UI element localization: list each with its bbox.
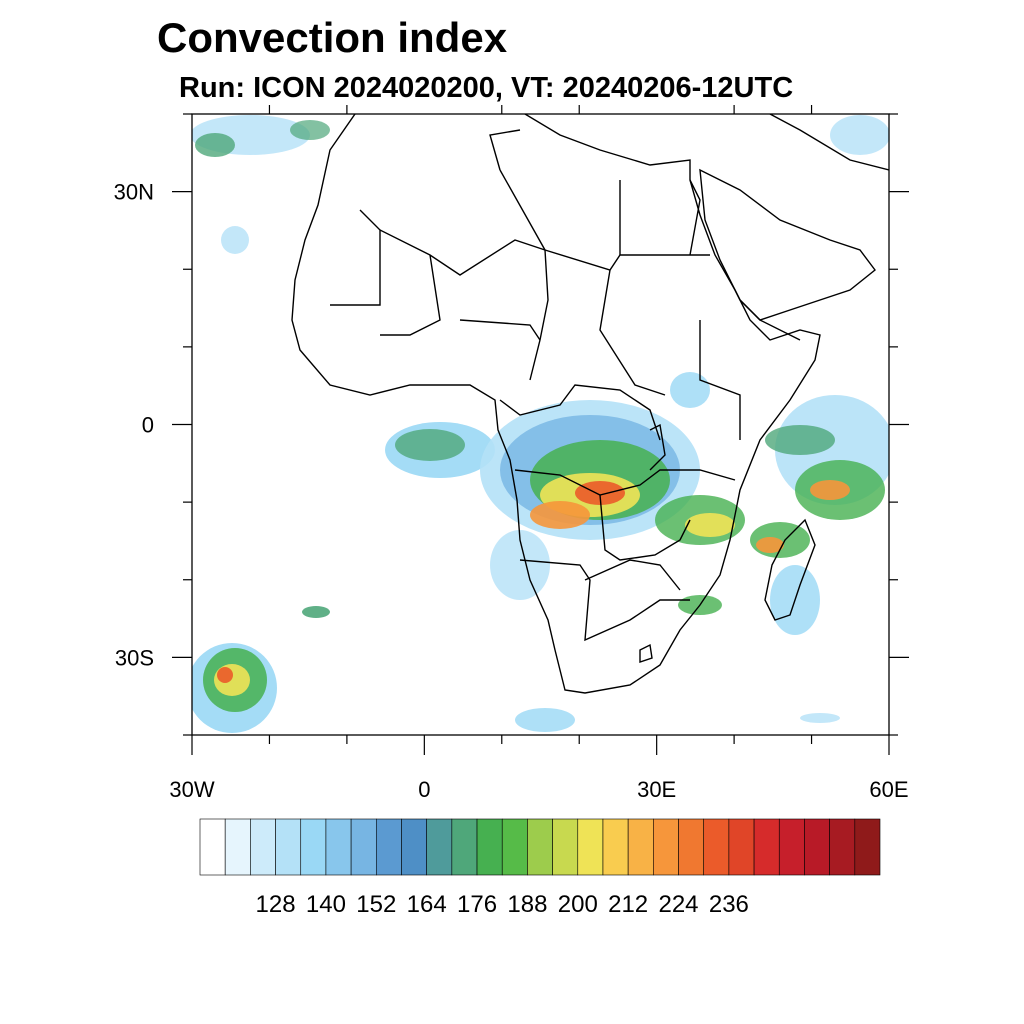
colorbar-swatch: [854, 818, 881, 876]
colorbar-swatch: [300, 818, 327, 876]
colorbar-swatch: [703, 818, 730, 876]
coastlines: [291, 114, 889, 694]
colorbar-swatch: [451, 818, 478, 876]
colorbar-swatch: [678, 818, 705, 876]
colorbar-label: 140: [306, 891, 346, 918]
colorbar-label: 188: [507, 891, 547, 918]
colorbar-swatch: [224, 818, 251, 876]
y-tick-label: 0: [142, 413, 154, 438]
colorbar-swatch: [602, 818, 629, 876]
colorbar-label: 128: [256, 891, 296, 918]
axis-ticks: [172, 105, 909, 755]
colorbar-swatch: [778, 818, 805, 876]
colorbar-label: 236: [709, 891, 749, 918]
colorbar-swatch: [250, 818, 276, 876]
colorbar-swatch: [829, 818, 856, 876]
map-title: Convection index: [157, 14, 508, 61]
colorbar-swatch: [199, 818, 226, 876]
colorbar-swatch: [653, 818, 679, 876]
map-subtitle: Run: ICON 2024020200, VT: 20240206-12UTC: [179, 72, 794, 104]
convection-field: [192, 115, 889, 733]
colorbar-swatch: [325, 818, 352, 876]
colorbar-swatch: [426, 818, 453, 876]
colorbar-swatch: [501, 818, 528, 876]
colorbar-label: 224: [658, 891, 698, 918]
colorbar-swatch: [527, 818, 553, 876]
x-tick-label: 30W: [169, 777, 214, 802]
colorbar-swatch: [728, 818, 755, 876]
colorbar-swatch: [552, 818, 579, 876]
y-tick-label: 30S: [115, 645, 154, 670]
colorbar-swatch: [375, 818, 402, 876]
colorbar-label: 152: [356, 891, 396, 918]
x-tick-label: 30E: [637, 777, 676, 802]
colorbar-label: 200: [558, 891, 598, 918]
colorbar-swatch: [804, 818, 830, 876]
colorbar-swatch: [577, 818, 604, 876]
colorbar-swatch: [753, 818, 780, 876]
colorbar-swatch: [350, 818, 377, 876]
y-tick-label: 30N: [114, 180, 154, 205]
x-tick-label: 60E: [869, 777, 908, 802]
colorbar-label: 164: [407, 891, 447, 918]
colorbar-swatch: [476, 818, 503, 876]
colorbar-swatch: [627, 818, 654, 876]
colorbar-swatch: [401, 818, 427, 876]
colorbar-label: 212: [608, 891, 648, 918]
x-tick-label: 0: [418, 777, 430, 802]
colorbar: [199, 818, 881, 876]
colorbar-swatch: [275, 818, 302, 876]
colorbar-label: 176: [457, 891, 497, 918]
